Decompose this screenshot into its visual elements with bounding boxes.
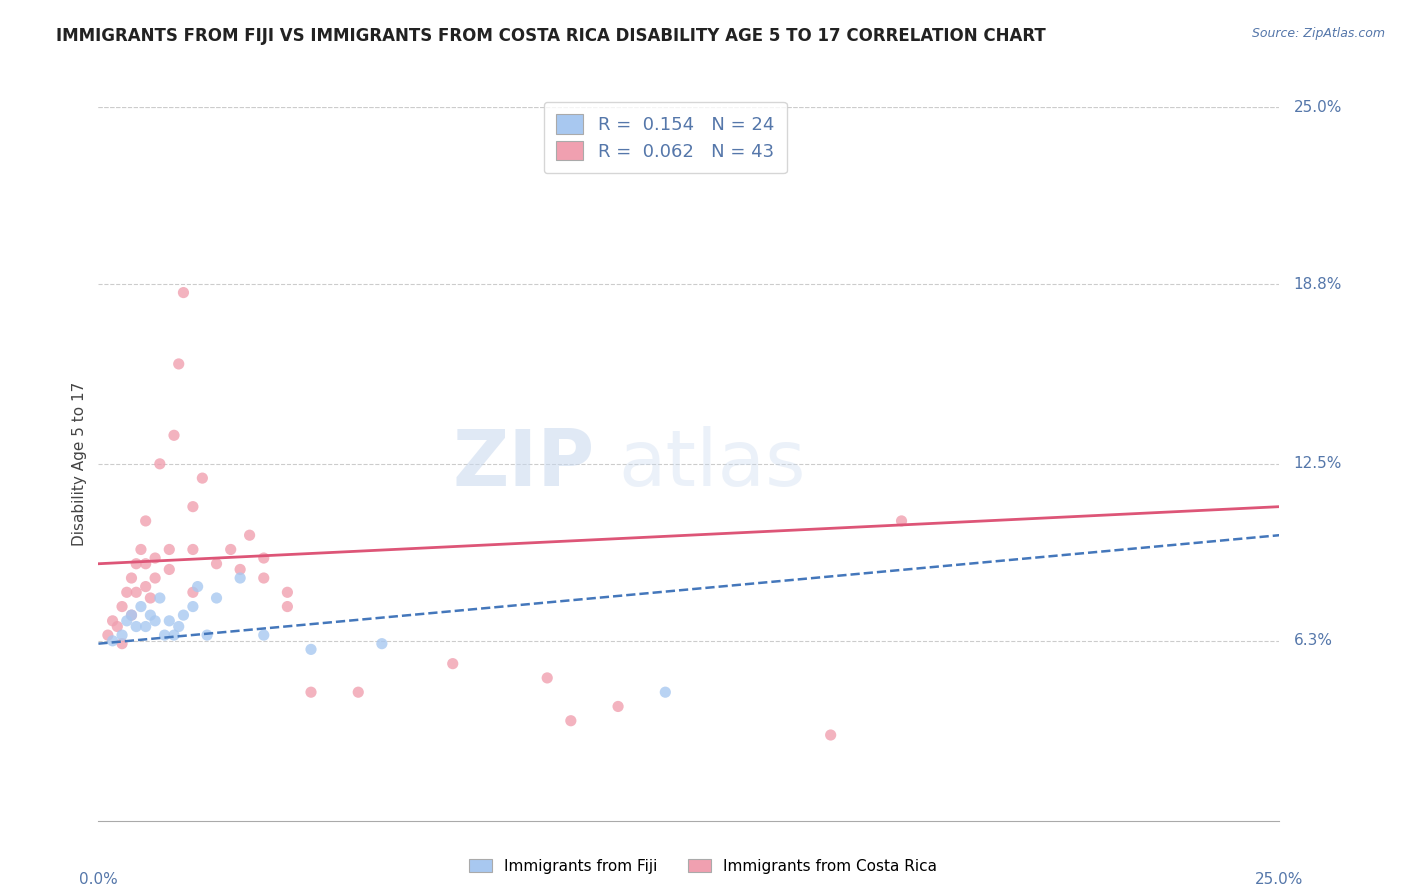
Point	[111, 628, 134, 642]
Point	[172, 285, 194, 300]
Point	[205, 557, 228, 571]
Point	[139, 608, 162, 623]
Point	[115, 614, 138, 628]
Legend: Immigrants from Fiji, Immigrants from Costa Rica: Immigrants from Fiji, Immigrants from Co…	[463, 853, 943, 880]
Point	[129, 542, 152, 557]
Point	[101, 614, 124, 628]
Point	[276, 599, 298, 614]
Point	[890, 514, 912, 528]
Legend: R =  0.154   N = 24, R =  0.062   N = 43: R = 0.154 N = 24, R = 0.062 N = 43	[544, 102, 787, 173]
Point	[371, 637, 394, 651]
Text: 18.8%: 18.8%	[1294, 277, 1341, 292]
Point	[143, 614, 166, 628]
Text: 25.0%: 25.0%	[1256, 872, 1303, 887]
Point	[157, 562, 180, 576]
Text: 6.3%: 6.3%	[1294, 633, 1333, 648]
Point	[607, 699, 630, 714]
Point	[125, 619, 148, 633]
Point	[181, 599, 204, 614]
Text: Source: ZipAtlas.com: Source: ZipAtlas.com	[1251, 27, 1385, 40]
Point	[157, 614, 180, 628]
Point	[187, 580, 209, 594]
Point	[125, 557, 148, 571]
Point	[820, 728, 842, 742]
Point	[157, 542, 180, 557]
Text: 0.0%: 0.0%	[79, 872, 118, 887]
Point	[347, 685, 370, 699]
Point	[135, 580, 157, 594]
Point	[536, 671, 558, 685]
Point	[121, 608, 143, 623]
Point	[111, 599, 134, 614]
Point	[181, 585, 204, 599]
Text: IMMIGRANTS FROM FIJI VS IMMIGRANTS FROM COSTA RICA DISABILITY AGE 5 TO 17 CORREL: IMMIGRANTS FROM FIJI VS IMMIGRANTS FROM …	[56, 27, 1046, 45]
Point	[135, 557, 157, 571]
Point	[101, 633, 124, 648]
Text: ZIP: ZIP	[453, 425, 595, 502]
Point	[205, 591, 228, 605]
Point	[163, 628, 186, 642]
Y-axis label: Disability Age 5 to 17: Disability Age 5 to 17	[72, 382, 87, 546]
Point	[149, 591, 172, 605]
Point	[253, 628, 276, 642]
Point	[654, 685, 676, 699]
Point	[253, 571, 276, 585]
Point	[97, 628, 120, 642]
Point	[139, 591, 162, 605]
Point	[229, 571, 252, 585]
Point	[299, 685, 322, 699]
Point	[172, 608, 194, 623]
Point	[167, 619, 190, 633]
Point	[111, 637, 134, 651]
Point	[129, 599, 152, 614]
Point	[253, 551, 276, 566]
Point	[135, 514, 157, 528]
Point	[143, 571, 166, 585]
Text: atlas: atlas	[619, 425, 806, 502]
Point	[441, 657, 464, 671]
Point	[125, 585, 148, 599]
Text: 25.0%: 25.0%	[1294, 100, 1341, 114]
Point	[167, 357, 190, 371]
Point	[219, 542, 242, 557]
Point	[143, 551, 166, 566]
Point	[121, 571, 143, 585]
Point	[163, 428, 186, 442]
Point	[299, 642, 322, 657]
Point	[149, 457, 172, 471]
Point	[229, 562, 252, 576]
Point	[105, 619, 128, 633]
Point	[560, 714, 582, 728]
Point	[276, 585, 298, 599]
Text: 12.5%: 12.5%	[1294, 457, 1341, 471]
Point	[115, 585, 138, 599]
Point	[153, 628, 176, 642]
Point	[191, 471, 214, 485]
Point	[181, 500, 204, 514]
Point	[239, 528, 262, 542]
Point	[121, 608, 143, 623]
Point	[195, 628, 218, 642]
Point	[135, 619, 157, 633]
Point	[181, 542, 204, 557]
